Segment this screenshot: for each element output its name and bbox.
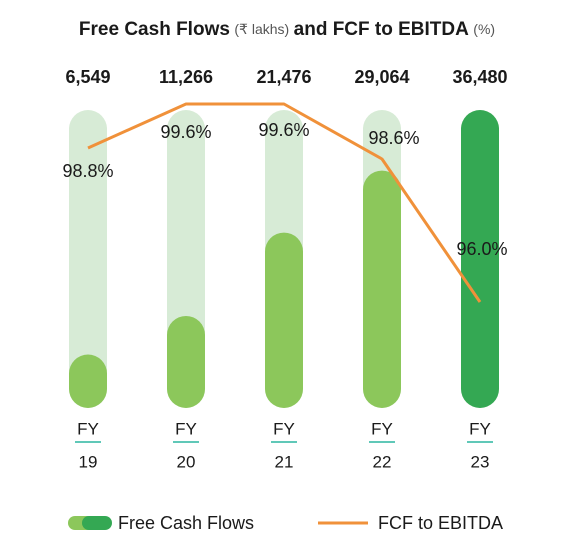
title-part: (₹ lakhs) [234,21,289,37]
bar-value-label: 11,266 [159,67,213,87]
title-part: and FCF to EBITDA [294,19,469,40]
x-tick-label: FY [371,419,393,438]
line-value-label: 96.0% [456,239,507,259]
legend-label: Free Cash Flows [118,513,254,533]
line-value-label: 98.6% [368,128,419,148]
line-value-label: 98.8% [62,161,113,181]
legend-label: FCF to EBITDA [378,513,503,533]
chart-title: Free Cash Flows (₹ lakhs) and FCF to EBI… [79,19,495,40]
x-tick-label: FY [77,419,99,438]
title-part: Free Cash Flows [79,19,230,40]
line-value-label: 99.6% [258,120,309,140]
x-tick-label: FY [175,419,197,438]
x-tick-label: 21 [275,452,294,471]
x-tick-label: FY [273,419,295,438]
bar [363,170,401,408]
x-tick-label: 22 [373,452,392,471]
x-tick-label: 20 [177,452,196,471]
x-tick-label: 19 [79,452,98,471]
x-tick-label: 23 [471,452,490,471]
bar [461,110,499,408]
bar [265,232,303,408]
x-tick-label: FY [469,419,491,438]
bar-track [69,110,107,408]
bar-value-label: 21,476 [256,67,311,87]
legend-swatch [82,516,112,530]
bar-value-label: 29,064 [354,67,409,87]
line [87,102,482,303]
line-value-label: 99.6% [160,122,211,142]
title-part: (%) [473,21,495,37]
bar [167,315,205,408]
bar [69,354,107,408]
bar-value-label: 36,480 [452,67,507,87]
bar-value-label: 6,549 [65,67,110,87]
